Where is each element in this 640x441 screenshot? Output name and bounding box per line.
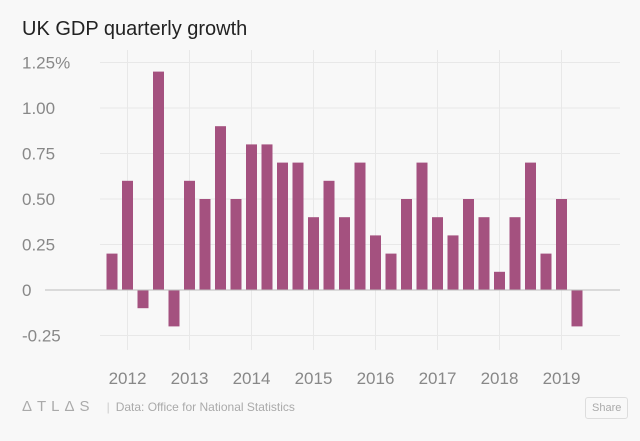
y-tick-label: -0.25 (22, 327, 61, 346)
x-tick-label: 2013 (171, 369, 209, 388)
x-tick-label: 2012 (109, 369, 147, 388)
footer: ΔTLΔS | Data: Office for National Statis… (22, 398, 295, 415)
y-tick-label: 0.75 (22, 145, 55, 164)
bar (122, 180, 133, 290)
bar (385, 253, 397, 290)
y-tick-label: 1.25% (22, 54, 70, 73)
x-tick-label: 2014 (233, 369, 271, 388)
bar (540, 253, 552, 290)
bar (556, 199, 567, 290)
bar (308, 217, 319, 290)
x-tick-label: 2017 (419, 369, 457, 388)
bar (246, 144, 257, 290)
bar (463, 199, 474, 290)
bar (106, 253, 118, 290)
x-tick-label: 2015 (295, 369, 333, 388)
share-button[interactable]: Share (585, 397, 629, 419)
bar (478, 217, 490, 290)
bar (447, 235, 459, 290)
bar (354, 162, 366, 290)
bar (370, 235, 381, 290)
bar (184, 180, 195, 290)
bar (416, 162, 428, 290)
bar (571, 290, 583, 327)
bar (230, 199, 242, 290)
y-tick-label: 0.50 (22, 190, 55, 209)
bar (261, 144, 273, 290)
source-text: Data: Office for National Statistics (115, 399, 295, 414)
bar (292, 162, 304, 290)
bar (168, 290, 180, 327)
bar (494, 271, 505, 290)
bar (509, 217, 521, 290)
bar (153, 71, 164, 290)
x-tick-label: 2016 (357, 369, 395, 388)
bar (432, 217, 443, 290)
y-tick-label: 0 (22, 281, 31, 300)
bar (215, 126, 226, 290)
x-tick-label: 2019 (543, 369, 581, 388)
bar (339, 217, 350, 290)
divider: | (106, 399, 110, 414)
y-tick-label: 0.25 (22, 236, 55, 255)
bar (137, 290, 149, 309)
y-tick-label: 1.00 (22, 99, 55, 118)
x-tick-label: 2018 (481, 369, 519, 388)
bar (401, 199, 412, 290)
bar (277, 162, 288, 290)
atlas-logo: ΔTLΔS (22, 398, 95, 415)
bar (525, 162, 536, 290)
chart-title: UK GDP quarterly growth (22, 18, 248, 40)
bar (199, 199, 211, 290)
bar (323, 180, 335, 290)
